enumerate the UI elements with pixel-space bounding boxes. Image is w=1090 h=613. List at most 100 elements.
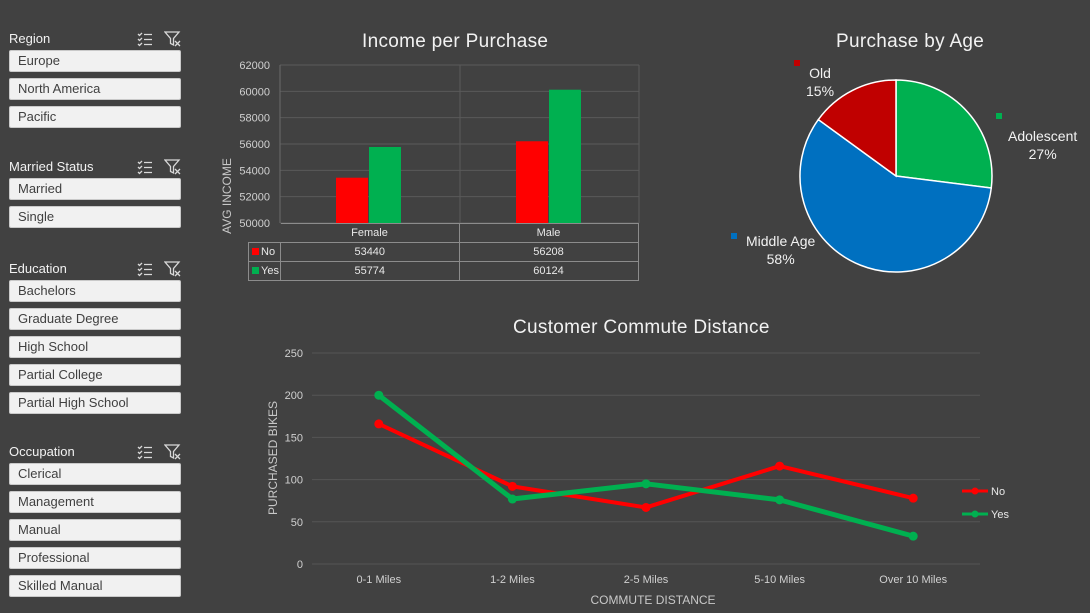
legend-key-no: [252, 248, 259, 255]
slicer-item-professional[interactable]: Professional: [9, 547, 181, 569]
table-header-male: Male: [459, 223, 639, 243]
line-point-no: [507, 481, 517, 491]
pie-label-middle-age: Middle Age 58%: [746, 232, 815, 268]
line-point-no: [775, 461, 785, 471]
line-series-yes: [377, 393, 914, 539]
bar-chart-title: Income per Purchase: [362, 31, 549, 52]
line-legend-label: No: [991, 486, 1005, 498]
slicer-header: Region: [9, 28, 184, 50]
slicer-header: Married Status: [9, 156, 184, 178]
line-legend-label: Yes: [991, 509, 1009, 521]
bar-y-tick-label: 56000: [239, 139, 270, 151]
line-x-tick-label: 2-5 Miles: [624, 574, 669, 586]
multi-select-icon[interactable]: [136, 30, 154, 48]
line-y-tick-label: 250: [285, 348, 303, 360]
bar-yes-male: [549, 89, 581, 223]
line-point-no: [641, 502, 651, 512]
line-point-yes: [507, 494, 517, 504]
slicer-header: Occupation: [9, 441, 184, 463]
slicer-item-high-school[interactable]: High School: [9, 336, 181, 358]
table-row: Yes 55774 60124: [248, 261, 639, 281]
bar-y-tick-label: 58000: [239, 113, 270, 125]
pie-label-adolescent-value: 27%: [1028, 146, 1057, 162]
slicer-item-skilled-manual[interactable]: Skilled Manual: [9, 575, 181, 597]
bar-y-tick-label: 52000: [239, 192, 270, 204]
line-x-tick-label: 0-1 Miles: [356, 574, 401, 586]
slicer-item-management[interactable]: Management: [9, 491, 181, 513]
table-header-female: Female: [280, 223, 460, 243]
slicer-item-partial-college[interactable]: Partial College: [9, 364, 181, 386]
clear-filter-icon[interactable]: [164, 260, 182, 278]
slicer-item-europe[interactable]: Europe: [9, 50, 181, 72]
slicer-item-clerical[interactable]: Clerical: [9, 463, 181, 485]
bar-no-female: [336, 177, 368, 223]
table-row: Female Male: [249, 223, 639, 243]
slicer-title: Region: [9, 31, 51, 46]
slicer-item-single[interactable]: Single: [9, 206, 181, 228]
slicer-education: Education Bachelors Graduate Degree High…: [9, 258, 184, 414]
slicer-title: Occupation: [9, 444, 75, 459]
line-x-axis-label: COMMUTE DISTANCE: [590, 593, 715, 607]
line-y-tick-label: 0: [297, 559, 303, 571]
table-cell: 56208: [458, 242, 639, 262]
pie-chart-title: Purchase by Age: [836, 31, 985, 52]
line-point-yes: [775, 495, 785, 505]
multi-select-icon[interactable]: [136, 260, 154, 278]
line-series-no: [377, 422, 914, 510]
pie-slice-adolescent: [895, 79, 993, 189]
table-cell: 53440: [280, 242, 460, 262]
slicer-title: Married Status: [9, 159, 94, 174]
slicer-item-pacific[interactable]: Pacific: [9, 106, 181, 128]
pie-label-old: Old 15%: [806, 64, 834, 100]
bar-y-axis-label: AVG INCOME: [220, 158, 234, 234]
table-row: No 53440 56208: [248, 242, 639, 262]
pie-legend-key-adolescent: [996, 113, 1002, 119]
slicer-item-manual[interactable]: Manual: [9, 519, 181, 541]
pie-slice-old: [817, 79, 897, 178]
bar-yes-female: [369, 146, 401, 223]
line-point-no: [374, 419, 384, 429]
line-point-no: [908, 493, 918, 503]
line-x-tick-label: 1-2 Miles: [490, 574, 535, 586]
bar-y-tick-label: 60000: [239, 86, 270, 98]
commute-line-chart: PURCHASED BIKES COMMUTE DISTANCE 250 200 1…: [266, 348, 1009, 607]
clear-filter-icon[interactable]: [164, 443, 182, 461]
pie-legend-key-middle-age: [731, 233, 737, 239]
clear-filter-icon[interactable]: [164, 158, 182, 176]
line-x-tick-label: Over 10 Miles: [879, 574, 947, 586]
pie-label-adolescent: Adolescent 27%: [1008, 127, 1077, 163]
pie-label-adolescent-name: Adolescent: [1008, 128, 1078, 144]
legend-no-label: No: [261, 246, 276, 258]
slicer-header: Education: [9, 258, 184, 280]
table-cell: 60124: [458, 261, 639, 281]
line-y-tick-label: 200: [285, 390, 303, 402]
income-bar-chart: AVG INCOME 62000 60000 58000 56000 54000 5200…: [220, 60, 640, 234]
slicer-item-north-america[interactable]: North America: [9, 78, 181, 100]
line-y-tick-label: 150: [285, 432, 303, 444]
multi-select-icon[interactable]: [136, 443, 154, 461]
line-y-tick-label: 50: [291, 517, 303, 529]
table-legend-yes: Yes: [248, 261, 281, 281]
pie-legend-key-old: [794, 60, 800, 66]
slicer-married-status: Married Status Married Single: [9, 156, 184, 228]
pie-label-old-name: Old: [809, 65, 831, 81]
bar-no-male: [516, 141, 548, 223]
line-legend-marker: [971, 510, 979, 518]
pie-label-middle-age-value: 58%: [766, 251, 795, 267]
multi-select-icon[interactable]: [136, 158, 154, 176]
line-point-yes: [908, 531, 918, 541]
slicer-item-graduate-degree[interactable]: Graduate Degree: [9, 308, 181, 330]
slicer-occupation: Occupation Clerical Management Manual Pr…: [9, 441, 184, 597]
pie-slice-middle-age: [799, 118, 993, 273]
bar-data-table: Female Male No 53440 56208 Yes 55774 601…: [248, 223, 639, 281]
slicer-item-married[interactable]: Married: [9, 178, 181, 200]
line-legend-marker: [971, 487, 979, 495]
line-point-yes: [374, 390, 384, 400]
slicer-item-partial-high-school[interactable]: Partial High School: [9, 392, 181, 414]
table-legend-no: No: [248, 242, 281, 262]
line-y-tick-label: 100: [285, 475, 303, 487]
legend-yes-label: Yes: [261, 265, 279, 277]
clear-filter-icon[interactable]: [164, 30, 182, 48]
line-x-tick-label: 5-10 Miles: [754, 574, 805, 586]
slicer-item-bachelors[interactable]: Bachelors: [9, 280, 181, 302]
